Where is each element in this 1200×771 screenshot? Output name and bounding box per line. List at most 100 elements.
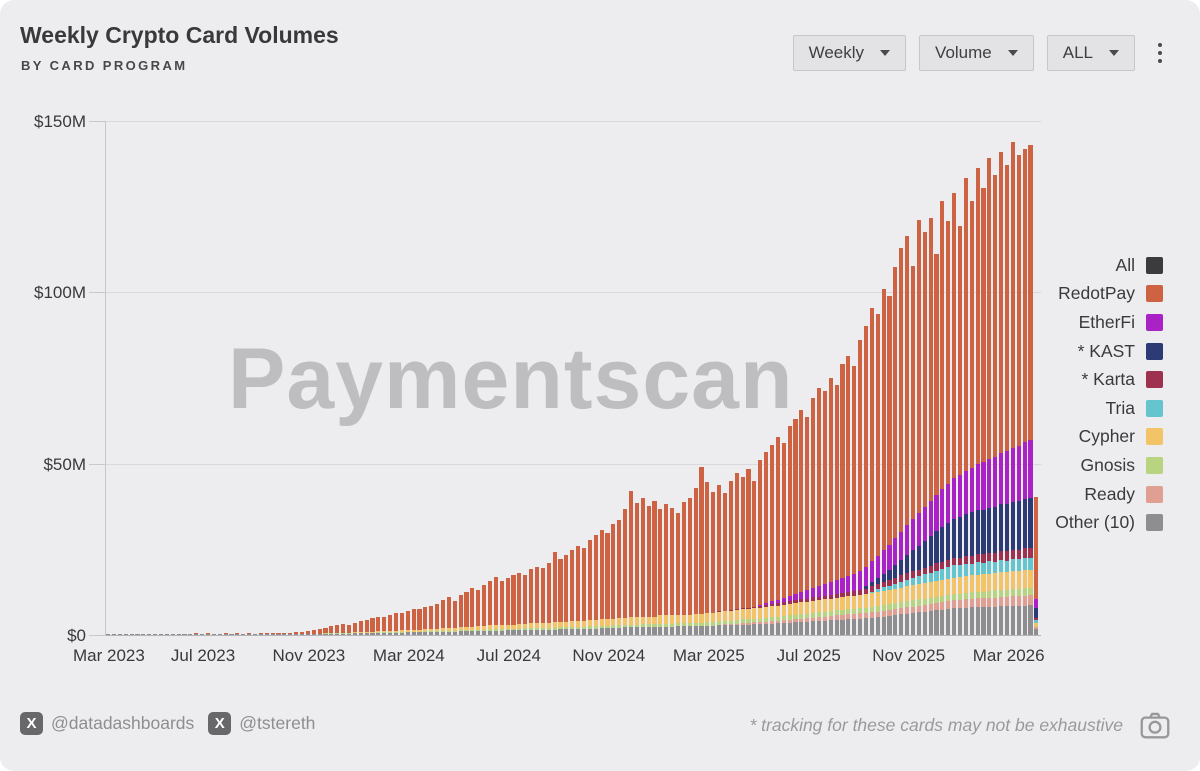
bar-week-89[interactable] (628, 121, 634, 635)
bar-week-53[interactable] (417, 121, 422, 635)
bar-week-41[interactable] (346, 121, 352, 635)
bar-week-157[interactable] (1028, 121, 1033, 635)
legend-item-etherfi[interactable]: EtherFi (1055, 308, 1163, 337)
bar-week-156[interactable] (1022, 121, 1027, 635)
bar-week-83[interactable] (593, 121, 598, 635)
bar-week-22[interactable] (235, 121, 240, 635)
bar-week-13[interactable] (182, 121, 187, 635)
bar-week-42[interactable] (352, 121, 357, 635)
bar-week-80[interactable] (576, 121, 581, 635)
bar-week-64[interactable] (482, 121, 487, 635)
bar-week-30[interactable] (282, 121, 287, 635)
bar-week-100[interactable] (693, 121, 698, 635)
bar-week-142[interactable] (940, 121, 945, 635)
bar-week-152[interactable] (999, 121, 1004, 635)
bar-week-11[interactable] (170, 121, 175, 635)
metric-dropdown[interactable]: Volume (919, 35, 1034, 71)
bar-week-56[interactable] (435, 121, 440, 635)
bar-week-114[interactable] (775, 121, 780, 635)
bar-week-117[interactable] (793, 121, 798, 635)
bar-week-46[interactable] (376, 121, 381, 635)
bar-week-143[interactable] (946, 121, 951, 635)
bar-week-28[interactable] (270, 121, 275, 635)
bar-week-67[interactable] (499, 121, 504, 635)
bar-week-14[interactable] (188, 121, 193, 635)
bar-week-155[interactable] (1016, 121, 1021, 635)
bar-week-20[interactable] (223, 121, 228, 635)
bar-week-26[interactable] (258, 121, 263, 635)
bar-week-116[interactable] (787, 121, 792, 635)
bar-week-54[interactable] (423, 121, 428, 635)
bar-week-81[interactable] (581, 121, 587, 635)
bar-week-131[interactable] (875, 121, 880, 635)
bar-week-71[interactable] (523, 121, 528, 635)
bar-week-118[interactable] (799, 121, 804, 635)
legend-item-ready[interactable]: Ready (1055, 480, 1163, 509)
bar-week-75[interactable] (546, 121, 551, 635)
bar-week-153[interactable] (1004, 121, 1010, 635)
bar-week-77[interactable] (558, 121, 563, 635)
bar-week-35[interactable] (311, 121, 316, 635)
bar-week-33[interactable] (299, 121, 305, 635)
bar-week-57[interactable] (440, 121, 446, 635)
bar-week-121[interactable] (816, 121, 822, 635)
bar-week-79[interactable] (570, 121, 575, 635)
bar-week-95[interactable] (664, 121, 669, 635)
bar-week-72[interactable] (529, 121, 534, 635)
bar-week-91[interactable] (640, 121, 645, 635)
legend-item-tria[interactable]: Tria (1055, 394, 1163, 423)
bar-week-48[interactable] (388, 121, 393, 635)
bar-week-43[interactable] (358, 121, 363, 635)
bar-week-5[interactable] (135, 121, 140, 635)
bar-week-135[interactable] (899, 121, 904, 635)
bar-week-74[interactable] (540, 121, 545, 635)
bar-week-76[interactable] (552, 121, 557, 635)
period-dropdown[interactable]: Weekly (792, 35, 907, 71)
bar-week-120[interactable] (811, 121, 816, 635)
bar-week-138[interactable] (916, 121, 921, 635)
legend-item--kast[interactable]: * KAST (1055, 337, 1163, 366)
bar-week-145[interactable] (957, 121, 963, 635)
bar-week-23[interactable] (241, 121, 246, 635)
bar-week-9[interactable] (158, 121, 164, 635)
bar-week-137[interactable] (910, 121, 916, 635)
bar-week-108[interactable] (740, 121, 745, 635)
bar-week-3[interactable] (123, 121, 128, 635)
bar-week-50[interactable] (399, 121, 404, 635)
bar-week-97[interactable] (675, 121, 681, 635)
bar-week-122[interactable] (822, 121, 827, 635)
bar-week-62[interactable] (470, 121, 475, 635)
bar-week-150[interactable] (987, 121, 992, 635)
bar-week-60[interactable] (458, 121, 463, 635)
bar-week-119[interactable] (805, 121, 810, 635)
bar-week-37[interactable] (323, 121, 328, 635)
bar-week-133[interactable] (887, 121, 892, 635)
bar-week-102[interactable] (705, 121, 710, 635)
bar-week-125[interactable] (840, 121, 845, 635)
bar-week-63[interactable] (476, 121, 481, 635)
bar-week-112[interactable] (764, 121, 769, 635)
bar-week-59[interactable] (452, 121, 457, 635)
bar-week-78[interactable] (564, 121, 569, 635)
bar-week-31[interactable] (288, 121, 293, 635)
bar-week-140[interactable] (928, 121, 933, 635)
bar-week-21[interactable] (229, 121, 234, 635)
filter-dropdown[interactable]: ALL (1046, 35, 1135, 71)
legend-item-gnosis[interactable]: Gnosis (1055, 451, 1163, 480)
bar-week-110[interactable] (752, 121, 757, 635)
bar-week-6[interactable] (141, 121, 146, 635)
bar-week-12[interactable] (176, 121, 181, 635)
bar-week-126[interactable] (846, 121, 851, 635)
bar-week-10[interactable] (164, 121, 169, 635)
bar-week-96[interactable] (670, 121, 675, 635)
bar-week-87[interactable] (617, 121, 622, 635)
bar-week-93[interactable] (652, 121, 657, 635)
bar-week-92[interactable] (646, 121, 651, 635)
bar-week-109[interactable] (746, 121, 751, 635)
bar-week-158[interactable] (1034, 121, 1039, 635)
camera-icon[interactable] (1140, 712, 1170, 739)
bar-week-32[interactable] (294, 121, 299, 635)
bar-week-44[interactable] (364, 121, 369, 635)
bar-week-47[interactable] (382, 121, 387, 635)
bar-week-51[interactable] (405, 121, 410, 635)
